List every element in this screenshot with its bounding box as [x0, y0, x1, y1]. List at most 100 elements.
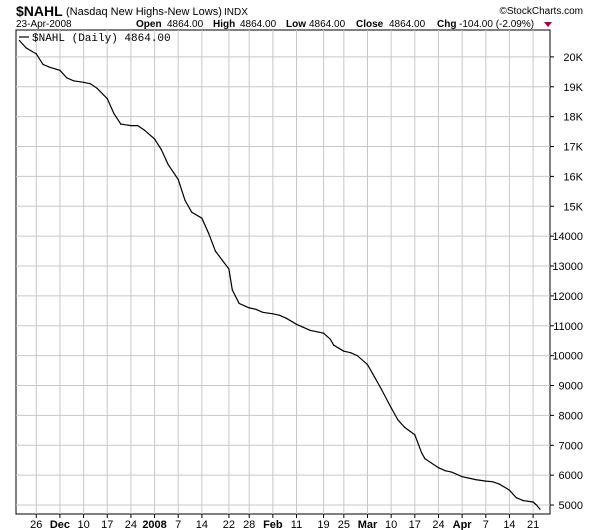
- y-tick-label: 18K: [563, 112, 583, 124]
- data-point: [343, 350, 345, 352]
- data-point: [539, 508, 541, 510]
- data-point: [485, 480, 487, 482]
- data-point: [373, 376, 375, 378]
- x-tick-label: 17: [101, 519, 113, 530]
- data-point: [404, 426, 406, 428]
- data-point: [309, 329, 311, 331]
- data-point: [228, 268, 230, 270]
- x-tick-label: 22: [223, 519, 235, 530]
- plot-area: [15, 29, 551, 515]
- exchange-label: INDX: [224, 7, 248, 18]
- data-point: [451, 471, 453, 473]
- close-value: 4864.00: [389, 19, 426, 30]
- x-tick-label: 26: [30, 519, 42, 530]
- data-point: [255, 308, 257, 310]
- high-label: High: [213, 19, 235, 30]
- data-point: [177, 178, 179, 180]
- x-tick-label: 14: [503, 519, 515, 530]
- data-point: [113, 113, 115, 115]
- ohlc-readout: Open 4864.00 High 4864.00 Low 4864.00 Cl…: [136, 19, 534, 30]
- data-point: [18, 39, 20, 42]
- data-point: [191, 211, 193, 213]
- x-tick-label: 11: [291, 519, 302, 530]
- data-point: [59, 69, 61, 71]
- data-point: [143, 129, 145, 131]
- y-tick-label: 16K: [563, 171, 583, 183]
- x-tick-label: Feb: [263, 519, 283, 530]
- data-point: [295, 323, 298, 325]
- x-tick-label: 10: [385, 519, 397, 530]
- data-point: [522, 500, 524, 502]
- y-tick-label: 5000: [559, 500, 583, 512]
- y-tick-label: 12000: [552, 291, 583, 303]
- data-point: [329, 338, 331, 340]
- legend-label: $NAHL (Daily) 4864.00: [32, 33, 171, 45]
- x-tick-label: Mar: [358, 519, 378, 530]
- symbol-description: (Nasdaq New Highs-New Lows): [66, 6, 222, 18]
- data-point: [231, 289, 233, 291]
- chg-value: -104.00 (-2.09%): [459, 19, 534, 30]
- y-axis: 5000 6000 7000 8000 9000 10000 11000 12000 13000…: [550, 52, 584, 512]
- data-point: [515, 497, 517, 499]
- data-point: [380, 387, 382, 390]
- y-tick-label: 9000: [559, 381, 583, 393]
- y-tick-label: 20K: [563, 52, 583, 64]
- date-label: 23-Apr-2008: [16, 19, 72, 30]
- data-point: [535, 504, 538, 506]
- x-tick-label: 14: [196, 519, 208, 530]
- open-label: Open: [136, 19, 162, 30]
- legend: $NAHL (Daily) 4864.00: [19, 33, 171, 45]
- data-point: [285, 317, 287, 319]
- data-point: [532, 501, 534, 503]
- y-tick-label: 8000: [559, 410, 583, 422]
- x-tick-label: 24: [125, 519, 137, 530]
- data-point: [130, 125, 132, 127]
- data-point: [248, 307, 250, 309]
- data-point: [508, 489, 510, 491]
- series-points: [18, 39, 541, 510]
- x-tick-label: 7: [175, 519, 181, 530]
- data-point: [96, 87, 98, 89]
- data-point: [333, 344, 335, 346]
- data-point: [437, 467, 440, 469]
- data-point: [137, 125, 139, 127]
- data-point: [154, 138, 156, 140]
- data-point: [83, 81, 85, 83]
- x-tick-label: 28: [243, 519, 255, 530]
- y-tick-label: 10000: [552, 351, 583, 363]
- y-tick-label: 6000: [559, 470, 583, 482]
- data-point: [424, 458, 426, 460]
- data-point: [461, 476, 463, 478]
- x-tick-label: 25: [338, 519, 350, 530]
- series-line: [18, 40, 541, 510]
- data-point: [272, 313, 274, 315]
- x-tick-label: 7: [483, 519, 489, 530]
- data-point: [120, 123, 122, 125]
- data-point: [208, 232, 210, 234]
- y-tick-label: 17K: [563, 142, 583, 154]
- data-point: [421, 452, 423, 454]
- x-tick-label: Apr: [453, 519, 473, 530]
- data-point: [302, 326, 304, 328]
- low-value: 4864.00: [309, 19, 346, 30]
- y-tick-label: 14000: [552, 231, 583, 243]
- y-tick-label: 7000: [559, 440, 583, 452]
- data-point: [49, 66, 51, 68]
- data-point: [238, 302, 240, 304]
- open-value: 4864.00: [167, 19, 204, 30]
- data-point: [89, 83, 91, 85]
- data-point: [106, 98, 108, 100]
- data-point: [42, 63, 44, 65]
- x-tick-label: 10: [77, 519, 89, 530]
- data-point: [279, 314, 281, 316]
- x-axis: 26 Dec 10 17 24 2008 7 14 22 28 Feb 11 19 25 Mar 10 17 24…: [30, 514, 539, 530]
- chg-label: Chg: [437, 19, 456, 30]
- brand-label: ©StockCharts.com: [499, 6, 583, 17]
- high-value: 4864.00: [240, 19, 277, 30]
- data-point: [167, 163, 169, 165]
- y-tick-label: 15K: [563, 201, 583, 213]
- data-point: [390, 407, 392, 409]
- y-tick-label: 11000: [553, 321, 583, 333]
- data-point: [498, 483, 500, 485]
